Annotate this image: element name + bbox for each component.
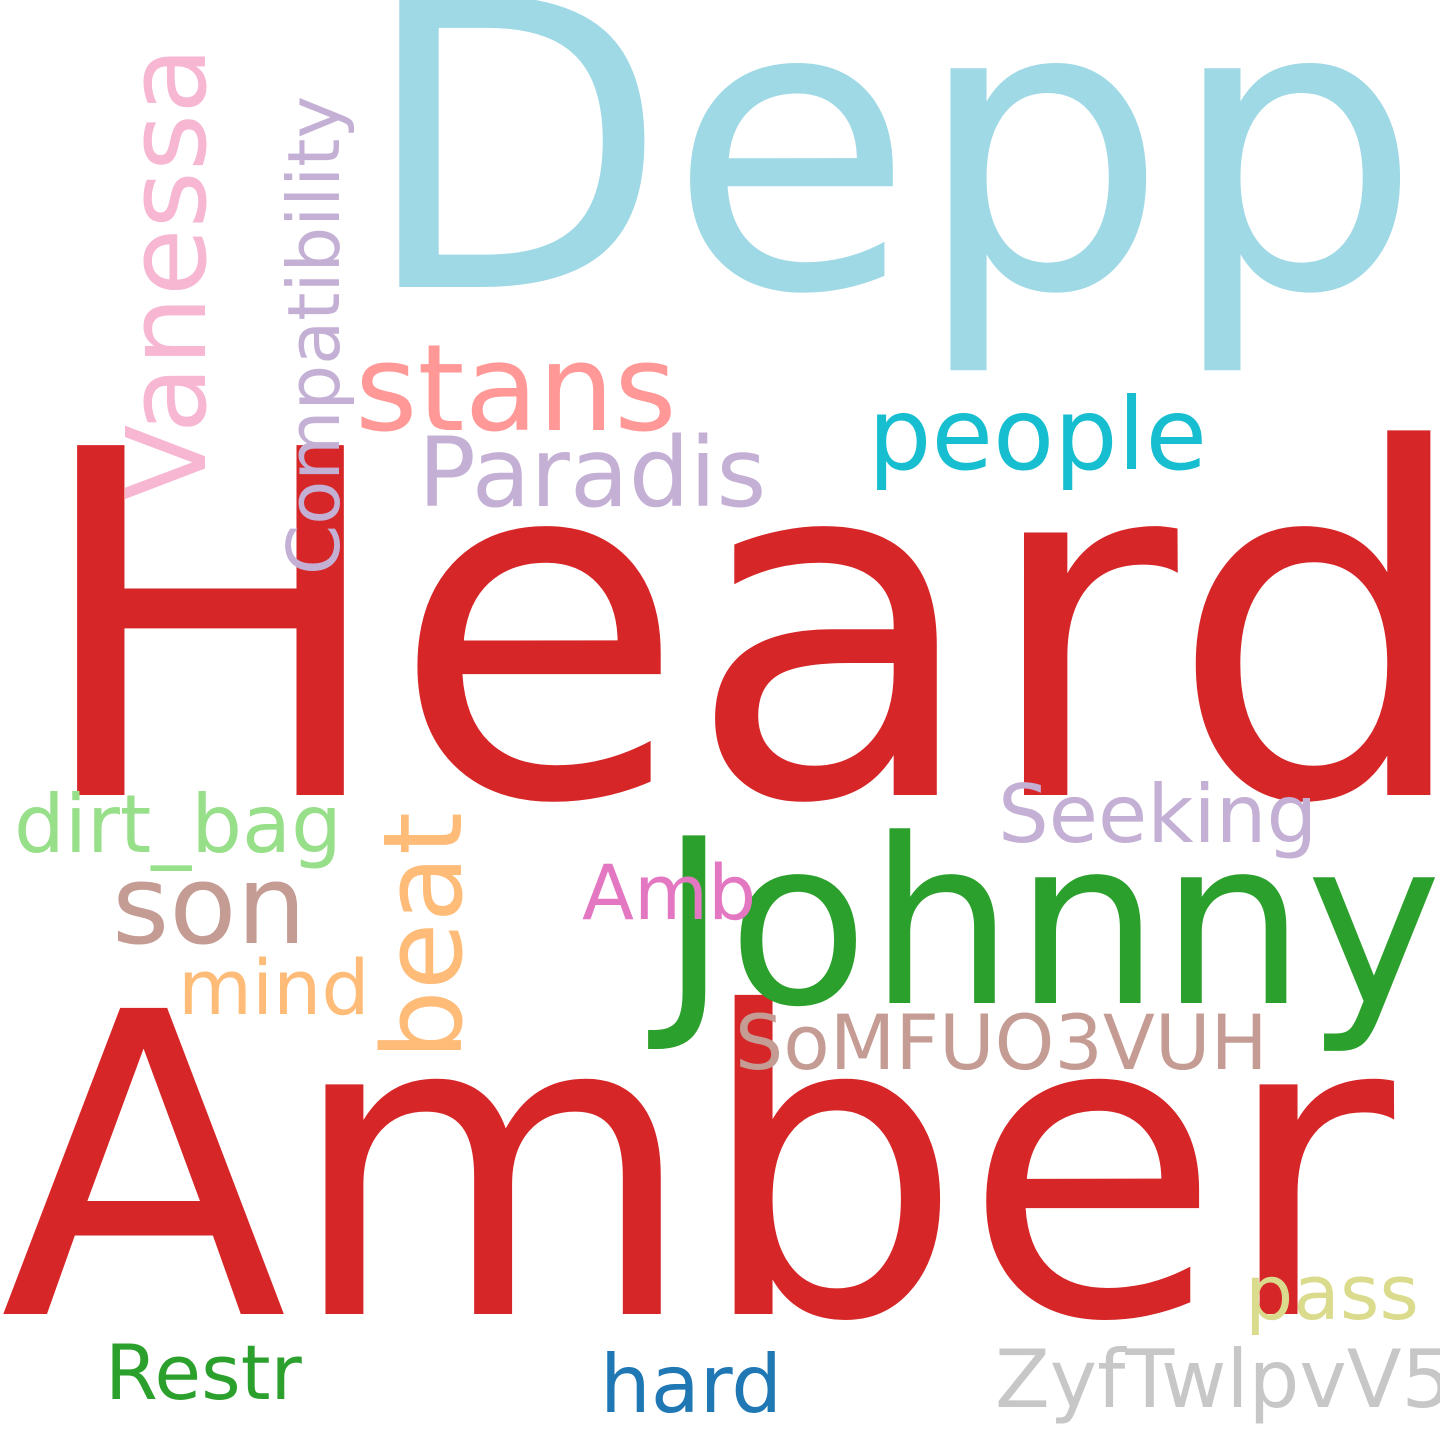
word-son: son bbox=[112, 841, 307, 969]
word-mind: mind bbox=[178, 943, 370, 1032]
word-amb: Amb bbox=[582, 848, 757, 937]
word-amber: Amber bbox=[0, 925, 1395, 1414]
word-stans: stans bbox=[355, 320, 677, 459]
word-paradis: Paradis bbox=[418, 417, 767, 529]
word-restr: Restr bbox=[105, 1328, 302, 1417]
word-heard: Heard bbox=[30, 350, 1440, 909]
word-johnny: Johnny bbox=[660, 791, 1440, 1058]
word-beat: beat bbox=[359, 811, 487, 1060]
word-zyftwlpvv5: ZyfTwlpvV5 bbox=[995, 1333, 1440, 1426]
word-depp: Depp bbox=[360, 0, 1422, 382]
word-hard: hard bbox=[600, 1338, 782, 1431]
word-vanessa: Vanessa bbox=[103, 46, 231, 500]
word-pass: pass bbox=[1245, 1248, 1420, 1337]
word-people: people bbox=[868, 376, 1207, 493]
word-seeking: Seeking bbox=[998, 768, 1318, 861]
word-compatibility: Compatibility bbox=[272, 95, 356, 575]
word-dirt-bag: dirt_bag bbox=[14, 778, 342, 871]
word-somfuo3vuh: SoMFUO3VUH bbox=[735, 998, 1268, 1087]
